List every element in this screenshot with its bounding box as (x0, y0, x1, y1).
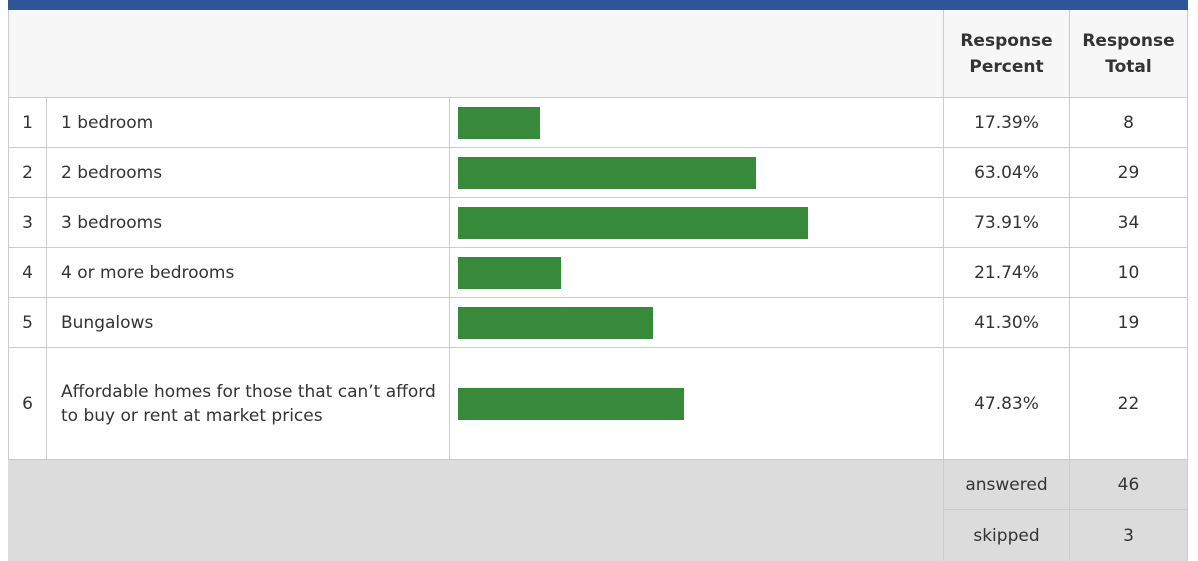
row-label: 2 bedrooms (47, 148, 450, 198)
skipped-label: skipped (944, 510, 1070, 561)
response-total: 10 (1070, 248, 1188, 298)
response-percent: 17.39% (944, 98, 1070, 148)
bar (458, 207, 808, 239)
bar-cell (450, 198, 944, 248)
answered-count: 46 (1070, 460, 1188, 510)
row-label: 3 bedrooms (47, 198, 450, 248)
response-percent: 63.04% (944, 148, 1070, 198)
row-number: 4 (8, 248, 47, 298)
row-number: 6 (8, 348, 47, 460)
bar-cell (450, 148, 944, 198)
response-total: 34 (1070, 198, 1188, 248)
top-bar (8, 0, 1188, 10)
row-number: 5 (8, 298, 47, 348)
row-number: 3 (8, 198, 47, 248)
bar-cell (450, 98, 944, 148)
response-total: 8 (1070, 98, 1188, 148)
response-percent: 21.74% (944, 248, 1070, 298)
footer-blank (8, 460, 944, 561)
bar (458, 307, 654, 339)
row-number: 2 (8, 148, 47, 198)
header-percent: Response Percent (944, 10, 1070, 98)
bar (458, 388, 685, 420)
response-percent: 41.30% (944, 298, 1070, 348)
bar-cell (450, 298, 944, 348)
response-total: 22 (1070, 348, 1188, 460)
row-label: Affordable homes for those that can’t af… (47, 348, 450, 460)
row-label: 1 bedroom (47, 98, 450, 148)
response-total: 29 (1070, 148, 1188, 198)
row-number: 1 (8, 98, 47, 148)
bar (458, 157, 757, 189)
skipped-count: 3 (1070, 510, 1188, 561)
response-percent: 73.91% (944, 198, 1070, 248)
bar (458, 257, 561, 289)
bar-cell (450, 348, 944, 460)
header-total: Response Total (1070, 10, 1188, 98)
answered-label: answered (944, 460, 1070, 510)
bar-cell (450, 248, 944, 298)
header-blank (8, 10, 944, 98)
row-label: Bungalows (47, 298, 450, 348)
response-total: 19 (1070, 298, 1188, 348)
row-label: 4 or more bedrooms (47, 248, 450, 298)
response-percent: 47.83% (944, 348, 1070, 460)
bar (458, 107, 541, 139)
